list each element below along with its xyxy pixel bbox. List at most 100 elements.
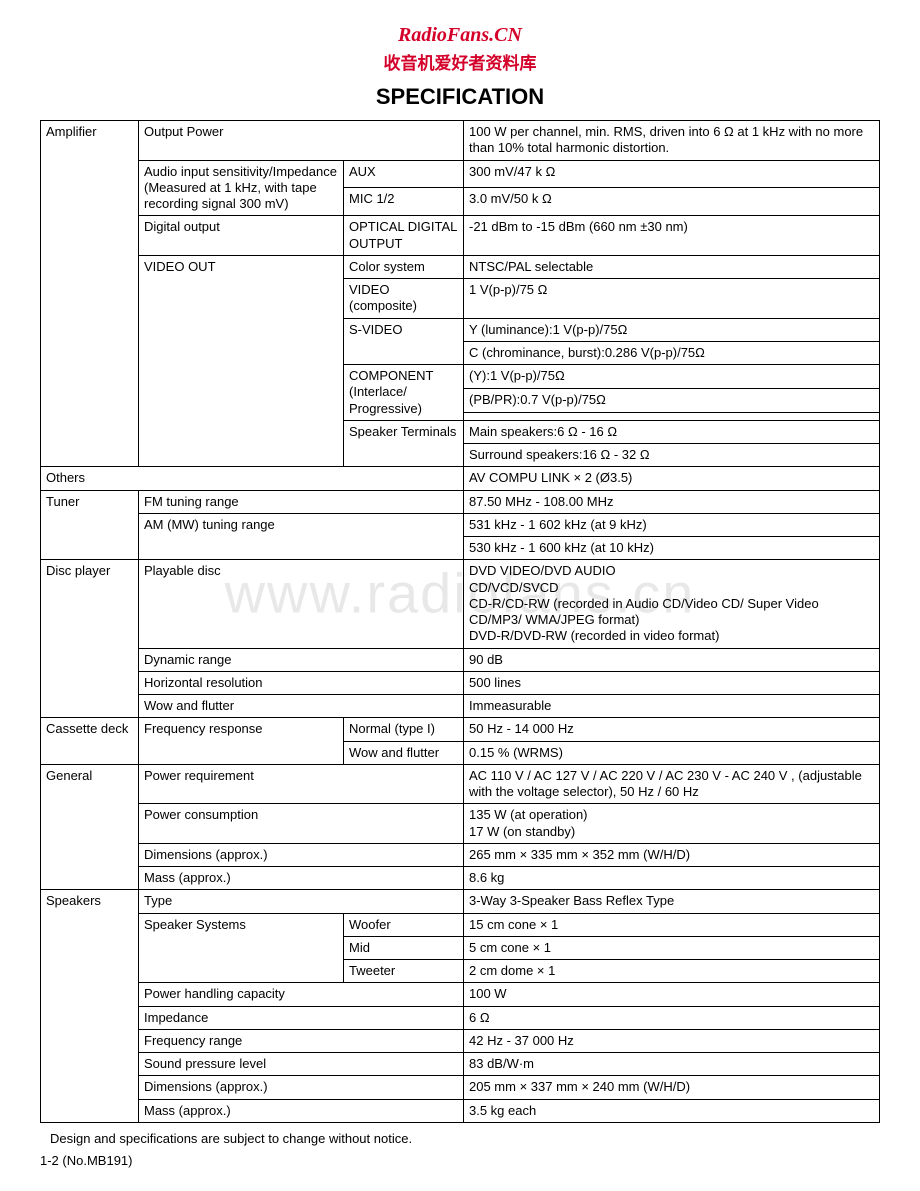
- label-am-range: AM (MW) tuning range: [139, 513, 464, 560]
- value-wow-flutter-cass: 0.15 % (WRMS): [464, 741, 880, 764]
- page-number: 1-2 (No.MB191): [40, 1153, 132, 1168]
- value-spk-type: 3-Way 3-Speaker Bass Reflex Type: [464, 890, 880, 913]
- label-gen-mass: Mass (approx.): [139, 867, 464, 890]
- table-row: Impedance 6 Ω: [41, 1006, 880, 1029]
- label-gen-dimensions: Dimensions (approx.): [139, 843, 464, 866]
- table-row: Dynamic range 90 dB: [41, 648, 880, 671]
- value-gen-mass: 8.6 kg: [464, 867, 880, 890]
- label-fm-range: FM tuning range: [139, 490, 464, 513]
- section-others: Others: [41, 467, 464, 490]
- label-color-system: Color system: [344, 255, 464, 278]
- label-digital-output: Digital output: [139, 216, 344, 256]
- table-row: AM (MW) tuning range 531 kHz - 1 602 kHz…: [41, 513, 880, 536]
- table-row: Speakers Type 3-Way 3-Speaker Bass Refle…: [41, 890, 880, 913]
- table-row: Sound pressure level 83 dB/W·m: [41, 1053, 880, 1076]
- label-video-out: VIDEO OUT: [139, 255, 344, 467]
- section-cassette-deck: Cassette deck: [41, 718, 139, 765]
- label-dynamic-range: Dynamic range: [139, 648, 464, 671]
- value-svideo-c: C (chrominance, burst):0.286 V(p-p)/75Ω: [464, 341, 880, 364]
- label-spk-type: Type: [139, 890, 464, 913]
- label-aux: AUX: [344, 160, 464, 188]
- value-mid: 5 cm cone × 1: [464, 936, 880, 959]
- label-wow-flutter-disc: Wow and flutter: [139, 695, 464, 718]
- table-row: Amplifier Output Power 100 W per channel…: [41, 121, 880, 161]
- spacer-cell: [464, 413, 880, 420]
- value-mic: 3.0 mV/50 k Ω: [464, 188, 880, 216]
- section-tuner: Tuner: [41, 490, 139, 560]
- section-amplifier: Amplifier: [41, 121, 139, 467]
- table-row: Horizontal resolution 500 lines: [41, 671, 880, 694]
- value-spk-freq-range: 42 Hz - 37 000 Hz: [464, 1029, 880, 1052]
- table-row: Audio input sensitivity/Impedance (Measu…: [41, 160, 880, 188]
- table-row: Others AV COMPU LINK × 2 (Ø3.5): [41, 467, 880, 490]
- label-freq-response: Frequency response: [139, 718, 344, 765]
- label-optical: OPTICAL DIGITAL OUTPUT: [344, 216, 464, 256]
- table-row: Dimensions (approx.) 205 mm × 337 mm × 2…: [41, 1076, 880, 1099]
- header-brand: RadioFans.CN: [40, 24, 880, 47]
- label-mic: MIC 1/2: [344, 188, 464, 216]
- label-power-req: Power requirement: [139, 764, 464, 804]
- value-output-power: 100 W per channel, min. RMS, driven into…: [464, 121, 880, 161]
- value-svideo-y: Y (luminance):1 V(p-p)/75Ω: [464, 318, 880, 341]
- value-spk-dimensions: 205 mm × 337 mm × 240 mm (W/H/D): [464, 1076, 880, 1099]
- table-row: Speaker Systems Woofer 15 cm cone × 1: [41, 913, 880, 936]
- content: RadioFans.CN 收音机爱好者资料库 SPECIFICATION Amp…: [40, 24, 880, 1146]
- value-speaker-main: Main speakers:6 Ω - 16 Ω: [464, 420, 880, 443]
- label-playable-disc: Playable disc: [139, 560, 464, 648]
- value-power-handling: 100 W: [464, 983, 880, 1006]
- label-power-cons: Power consumption: [139, 804, 464, 844]
- label-spl: Sound pressure level: [139, 1053, 464, 1076]
- value-playable-disc: DVD VIDEO/DVD AUDIO CD/VCD/SVCD CD-R/CD-…: [464, 560, 880, 648]
- value-speaker-surround: Surround speakers:16 Ω - 32 Ω: [464, 444, 880, 467]
- table-row: Tuner FM tuning range 87.50 MHz - 108.00…: [41, 490, 880, 513]
- value-dynamic-range: 90 dB: [464, 648, 880, 671]
- label-impedance: Impedance: [139, 1006, 464, 1029]
- label-horiz-res: Horizontal resolution: [139, 671, 464, 694]
- value-gen-dimensions: 265 mm × 335 mm × 352 mm (W/H/D): [464, 843, 880, 866]
- value-impedance: 6 Ω: [464, 1006, 880, 1029]
- label-audio-input: Audio input sensitivity/Impedance (Measu…: [139, 160, 344, 216]
- label-tweeter: Tweeter: [344, 960, 464, 983]
- label-wow-flutter-cass: Wow and flutter: [344, 741, 464, 764]
- header-subtitle: 收音机爱好者资料库: [40, 49, 880, 74]
- page: www.radiofans.cn RadioFans.CN 收音机爱好者资料库 …: [0, 0, 920, 1186]
- table-row: Mass (approx.) 3.5 kg each: [41, 1099, 880, 1122]
- value-spl: 83 dB/W·m: [464, 1053, 880, 1076]
- table-row: Power handling capacity 100 W: [41, 983, 880, 1006]
- label-spk-dimensions: Dimensions (approx.): [139, 1076, 464, 1099]
- value-fm-range: 87.50 MHz - 108.00 MHz: [464, 490, 880, 513]
- table-row: Power consumption 135 W (at operation) 1…: [41, 804, 880, 844]
- table-row: Disc player Playable disc DVD VIDEO/DVD …: [41, 560, 880, 648]
- value-horiz-res: 500 lines: [464, 671, 880, 694]
- section-general: General: [41, 764, 139, 890]
- label-component: COMPONENT (Interlace/ Progressive): [344, 365, 464, 421]
- label-woofer: Woofer: [344, 913, 464, 936]
- table-row: General Power requirement AC 110 V / AC …: [41, 764, 880, 804]
- table-row: Cassette deck Frequency response Normal …: [41, 718, 880, 741]
- value-color-system: NTSC/PAL selectable: [464, 255, 880, 278]
- table-row: Dimensions (approx.) 265 mm × 335 mm × 3…: [41, 843, 880, 866]
- value-normal-type: 50 Hz - 14 000 Hz: [464, 718, 880, 741]
- value-power-cons: 135 W (at operation) 17 W (on standby): [464, 804, 880, 844]
- label-svideo: S-VIDEO: [344, 318, 464, 365]
- page-title: SPECIFICATION: [40, 84, 880, 110]
- value-woofer: 15 cm cone × 1: [464, 913, 880, 936]
- value-power-req: AC 110 V / AC 127 V / AC 220 V / AC 230 …: [464, 764, 880, 804]
- table-row: Wow and flutter Immeasurable: [41, 695, 880, 718]
- value-composite: 1 V(p-p)/75 Ω: [464, 279, 880, 319]
- label-spk-systems: Speaker Systems: [139, 913, 344, 983]
- value-component-pbpr: (PB/PR):0.7 V(p-p)/75Ω: [464, 389, 880, 413]
- label-power-handling: Power handling capacity: [139, 983, 464, 1006]
- value-am-range-2: 530 kHz - 1 600 kHz (at 10 kHz): [464, 537, 880, 560]
- table-row: Mass (approx.) 8.6 kg: [41, 867, 880, 890]
- spec-table: Amplifier Output Power 100 W per channel…: [40, 120, 880, 1123]
- table-row: VIDEO OUT Color system NTSC/PAL selectab…: [41, 255, 880, 278]
- label-spk-mass: Mass (approx.): [139, 1099, 464, 1122]
- section-disc-player: Disc player: [41, 560, 139, 718]
- value-optical: -21 dBm to -15 dBm (660 nm ±30 nm): [464, 216, 880, 256]
- value-aux: 300 mV/47 k Ω: [464, 160, 880, 188]
- value-others: AV COMPU LINK × 2 (Ø3.5): [464, 467, 880, 490]
- label-mid: Mid: [344, 936, 464, 959]
- label-speaker-terminals: Speaker Terminals: [344, 420, 464, 467]
- table-row: Frequency range 42 Hz - 37 000 Hz: [41, 1029, 880, 1052]
